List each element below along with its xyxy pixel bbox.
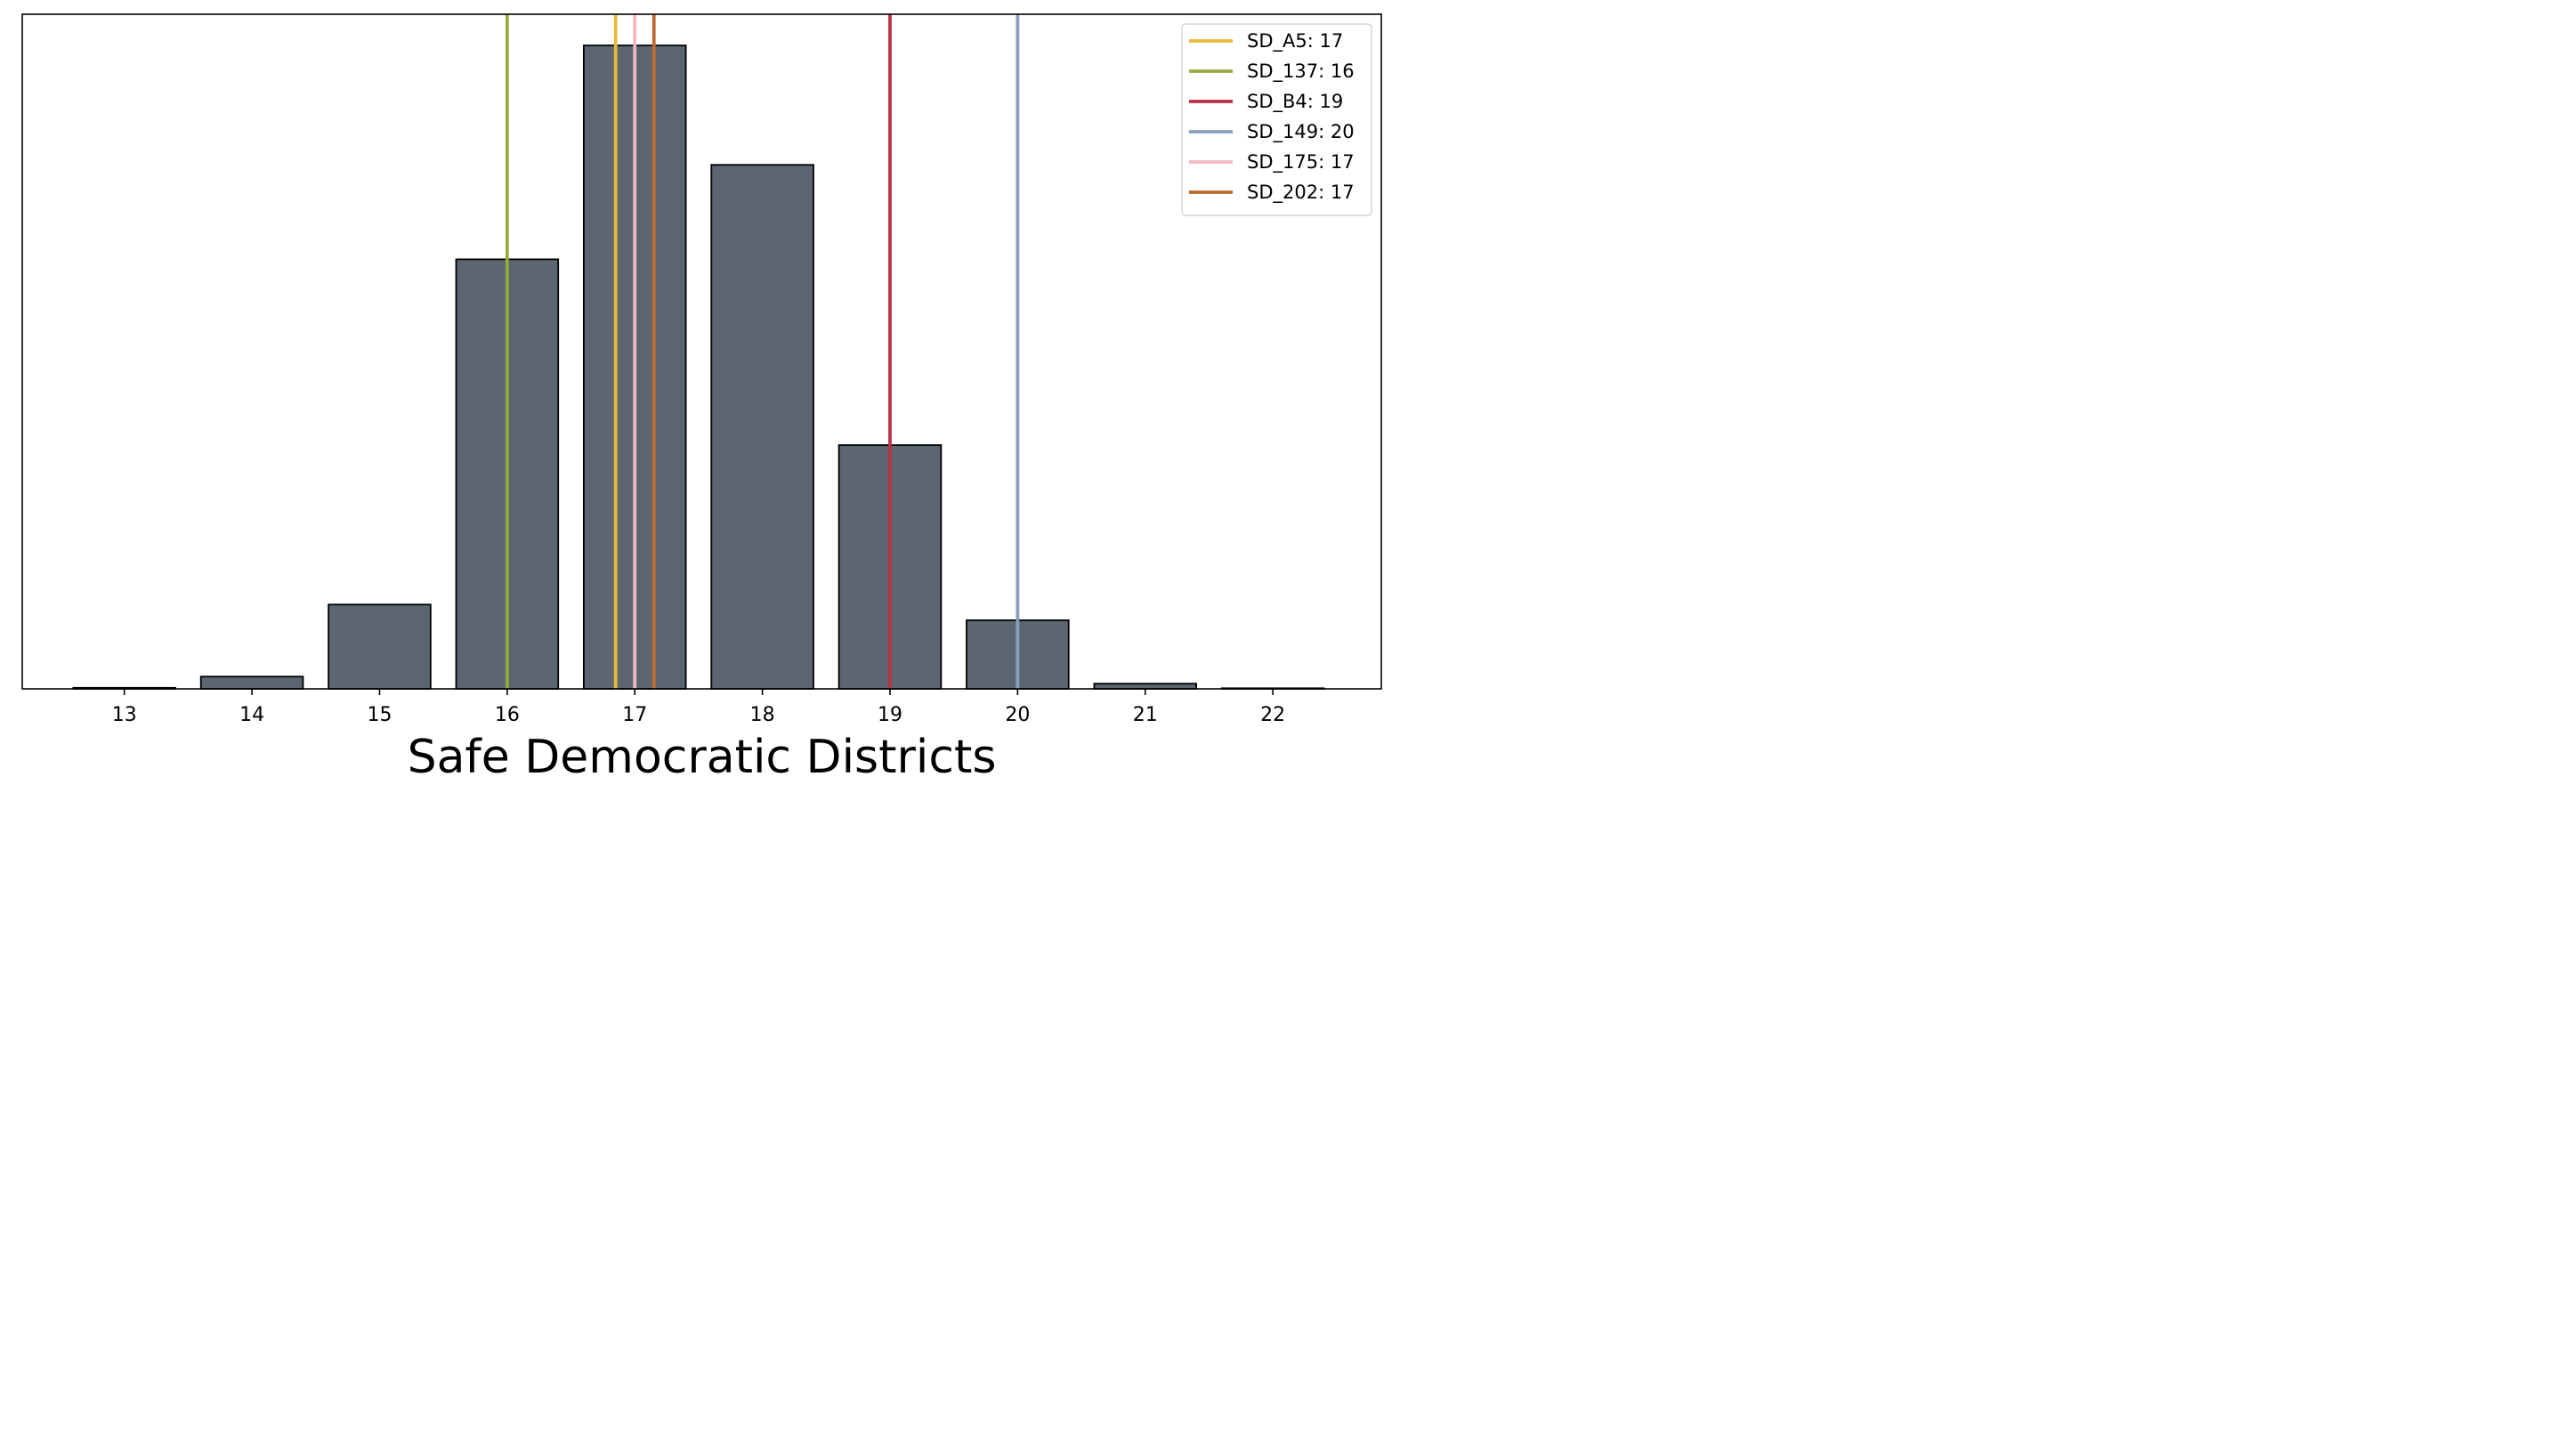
x-tick-label: 21 — [1133, 704, 1158, 726]
x-tick-label: 17 — [622, 704, 647, 726]
chart: 13 14 15 16 17 18 19 20 21 22 Safe Democratic Dis… — [21, 13, 1382, 784]
x-tick-label: 22 — [1260, 704, 1285, 726]
legend-label: SD_B4: 19 — [1247, 91, 1343, 113]
x-tick-label: 20 — [1005, 704, 1030, 726]
x-tick-label: 13 — [112, 704, 137, 726]
x-tick-label: 15 — [367, 704, 392, 726]
legend-label: SD_175: 17 — [1247, 151, 1355, 174]
x-tick-label: 14 — [239, 704, 264, 726]
legend-label: SD_A5: 17 — [1247, 30, 1343, 53]
bar-15 — [328, 603, 432, 690]
x-axis-label: Safe Democratic Districts — [408, 731, 997, 784]
bars-layer — [72, 44, 1325, 690]
bar-21 — [1093, 683, 1197, 690]
legend: SD_A5: 17 SD_137: 16 SD_B4: 19 SD_149: 20 SD… — [1181, 23, 1372, 216]
x-axis-ticks: 13 14 15 16 17 18 19 20 21 22 — [112, 689, 1285, 726]
plot-frame — [21, 13, 1382, 690]
x-tick-label: 18 — [750, 704, 775, 726]
bar-14 — [199, 675, 304, 690]
x-tick-label: 16 — [495, 704, 520, 726]
x-tick-label: 19 — [878, 704, 902, 726]
bar-18 — [710, 164, 814, 690]
legend-label: SD_137: 16 — [1247, 61, 1355, 83]
reference-lines-layer — [505, 14, 1020, 689]
legend-label: SD_149: 20 — [1247, 121, 1355, 143]
legend-label: SD_202: 17 — [1247, 182, 1355, 204]
